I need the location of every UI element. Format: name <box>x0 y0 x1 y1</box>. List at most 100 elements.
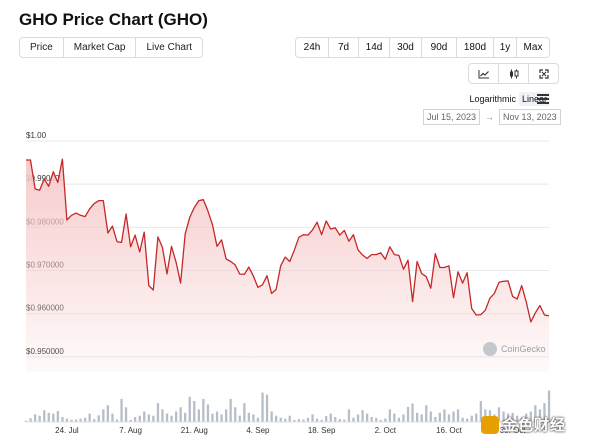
volume-bar <box>538 409 542 422</box>
volume-bar <box>443 409 446 422</box>
x-tick-label: 16. Oct <box>436 426 463 435</box>
volume-bar <box>252 414 255 422</box>
volume-bar <box>306 417 310 422</box>
fullscreen-button[interactable] <box>529 64 558 83</box>
volume-bar <box>425 405 428 422</box>
x-tick-label: 30. Oct <box>500 426 527 435</box>
volume-bar <box>315 418 319 422</box>
volume-bar <box>115 419 119 422</box>
range-90d-button[interactable]: 90d <box>422 38 457 57</box>
volume-bar <box>438 412 441 422</box>
volume-bar <box>293 419 296 422</box>
volume-bar <box>506 413 510 422</box>
volume-bar <box>197 409 200 422</box>
volume-bar <box>170 415 173 422</box>
candlestick-icon <box>509 69 518 78</box>
volume-bar <box>388 409 391 422</box>
logarithmic-option[interactable]: Logarithmic <box>469 94 516 104</box>
coingecko-logo-icon <box>483 342 497 356</box>
date-range: Jul 15, 2023 → Nov 13, 2023 <box>423 109 561 125</box>
volume-bar <box>124 407 128 422</box>
volume-bar <box>429 411 432 422</box>
range-14d-button[interactable]: 14d <box>359 38 390 57</box>
range-180d-button[interactable]: 180d <box>457 38 494 57</box>
volume-bar <box>102 409 105 422</box>
date-to-input[interactable]: Nov 13, 2023 <box>499 109 561 125</box>
volume-bar <box>24 420 28 422</box>
volume-bar <box>525 413 528 422</box>
volume-bar <box>206 404 210 422</box>
candlestick-button[interactable] <box>499 64 529 83</box>
volume-bar <box>179 407 182 422</box>
coingecko-watermark: CoinGecko <box>483 342 546 356</box>
volume-bar <box>156 403 160 422</box>
volume-bar <box>393 413 396 422</box>
volume-bar <box>411 403 414 422</box>
volume-bar <box>74 419 78 422</box>
volume-bar <box>88 413 91 422</box>
line-chart-icon <box>478 69 489 78</box>
range-24h-button[interactable]: 24h <box>296 38 329 57</box>
volume-bar <box>343 419 346 422</box>
volume-bar <box>347 409 351 422</box>
volume-bar <box>70 419 73 422</box>
volume-bar <box>52 413 55 422</box>
range-max-button[interactable]: Max <box>523 42 543 53</box>
volume-bar <box>79 418 82 422</box>
volume-bar <box>225 409 228 422</box>
volume-bar <box>234 407 237 422</box>
tab-live-chart[interactable]: Live Chart <box>146 42 193 53</box>
volume-bar <box>29 418 32 422</box>
watermark-text: CoinGecko <box>501 344 546 354</box>
price-line <box>26 158 550 323</box>
volume-bar <box>265 394 269 422</box>
volume-bar <box>34 414 37 422</box>
line-chart-button[interactable] <box>469 64 499 83</box>
range-7d-button[interactable]: 7d <box>329 38 359 57</box>
range-1y-button[interactable]: 1y <box>494 38 517 57</box>
range-30d-button[interactable]: 30d <box>390 38 422 57</box>
volume-bar <box>84 417 87 422</box>
volume-bar <box>475 413 478 422</box>
volume-bar <box>479 401 482 422</box>
volume-bar <box>247 412 250 422</box>
x-tick-label: 21. Aug <box>181 426 208 435</box>
chart-type-selector <box>468 63 559 84</box>
volume-bar <box>238 415 241 422</box>
volume-bar <box>229 398 232 422</box>
hamburger-menu-icon[interactable] <box>537 92 549 106</box>
volume-bar <box>215 411 219 422</box>
date-from-input[interactable]: Jul 15, 2023 <box>423 109 481 125</box>
volume-bar <box>61 417 64 422</box>
volume-bar <box>420 414 423 422</box>
tab-price[interactable]: Price <box>20 38 64 57</box>
page-title: GHO Price Chart (GHO) <box>19 10 208 29</box>
x-tick-label: 24. Jul <box>55 426 79 435</box>
volume-bar <box>188 396 191 422</box>
volume-bar <box>129 419 132 422</box>
volume-bar <box>97 415 100 422</box>
volume-bar <box>543 403 546 422</box>
volume-bar <box>352 417 355 422</box>
volume-bar <box>193 401 196 422</box>
volume-bar <box>93 419 96 422</box>
volume-bar <box>406 406 410 422</box>
volume-bar <box>256 417 260 422</box>
volume-bar <box>138 415 141 422</box>
volume-bar <box>65 418 69 422</box>
volume-bar <box>402 414 405 422</box>
x-tick-label: 2. Oct <box>375 426 397 435</box>
volume-bar <box>366 413 369 422</box>
volume-bar <box>284 418 287 422</box>
volume-bar <box>143 411 146 422</box>
y-tick-label: $1.00 <box>26 131 47 140</box>
volume-bar <box>361 410 364 422</box>
x-tick-label: 7. Aug <box>119 426 142 435</box>
tab-market-cap[interactable]: Market Cap <box>64 38 137 57</box>
volume-bar <box>329 413 332 422</box>
volume-bar <box>447 414 451 422</box>
volume-bar <box>497 407 501 422</box>
volume-bar <box>161 409 164 422</box>
volume-bar <box>375 417 378 422</box>
